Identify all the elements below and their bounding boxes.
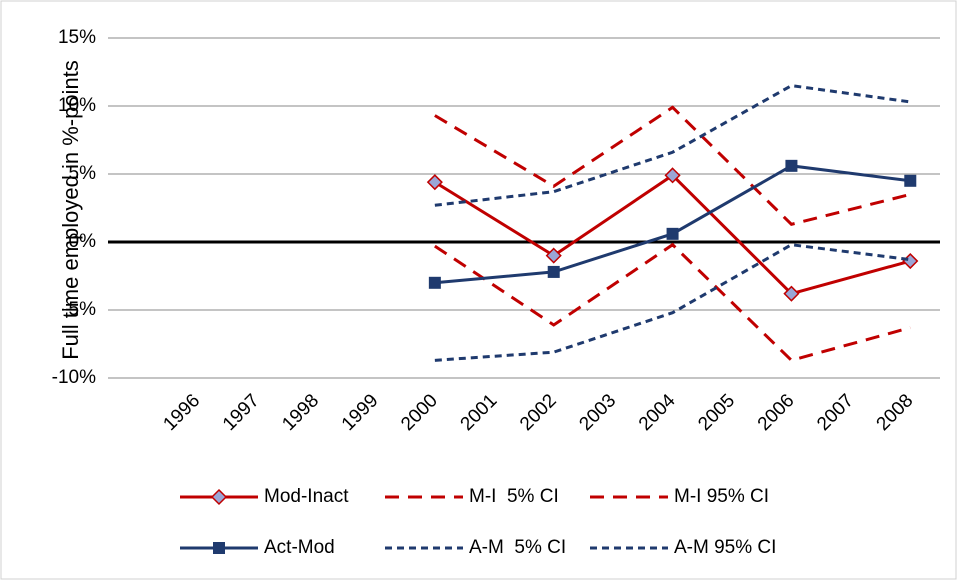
series-line (434, 105, 911, 226)
series-line (434, 242, 911, 362)
point (664, 167, 681, 184)
legend-label: Mod-Inact (264, 486, 349, 507)
y-tick-label: 10% (58, 95, 96, 116)
y-axis-title: Full time employed in %-points (58, 60, 83, 360)
y-tick-label: -10% (52, 367, 96, 388)
y-tick-label: 15% (58, 27, 96, 48)
point (545, 247, 562, 264)
point (426, 174, 443, 191)
legend-label: A-M 95% CI (674, 537, 776, 558)
legend-label: A-M 5% CI (469, 537, 566, 558)
y-tick-label: 0% (69, 231, 97, 252)
point (428, 276, 441, 289)
y-tick-label: -5% (62, 299, 96, 320)
point (213, 542, 225, 554)
point (785, 159, 798, 172)
point (547, 265, 560, 278)
y-tick-label: 5% (69, 163, 97, 184)
series-line (434, 243, 911, 362)
point (783, 285, 800, 302)
series-line (434, 84, 911, 207)
legend-label: Act-Mod (264, 537, 335, 558)
legend-label: M-I 5% CI (469, 486, 559, 507)
point (210, 488, 228, 506)
point (904, 174, 917, 187)
point (666, 227, 679, 240)
legend-label: M-I 95% CI (674, 486, 769, 507)
